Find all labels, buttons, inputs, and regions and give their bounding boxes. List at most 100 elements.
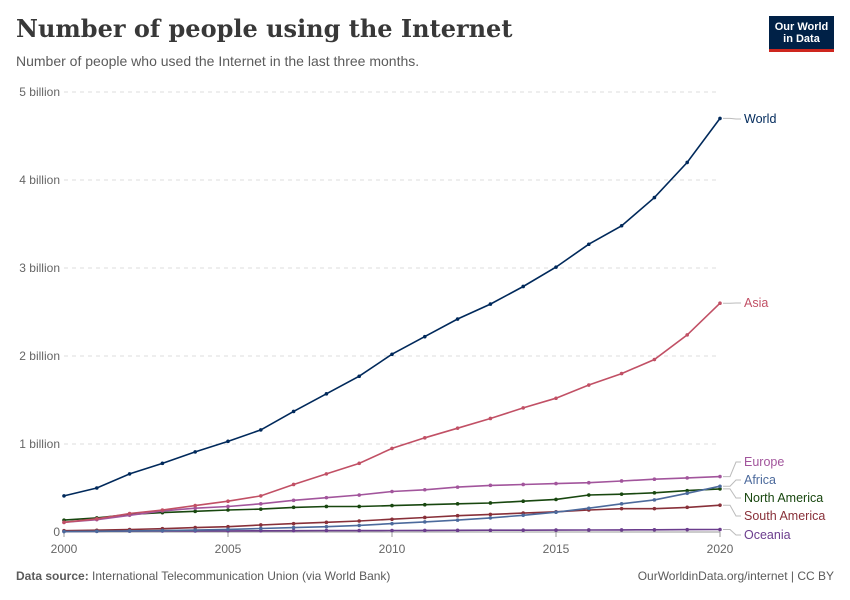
data-point-world[interactable]	[160, 461, 165, 466]
data-point-europe[interactable]	[587, 480, 591, 485]
data-point-africa[interactable]	[423, 520, 427, 524]
data-point-asia[interactable]	[193, 503, 197, 508]
data-point-africa[interactable]	[62, 529, 66, 534]
data-point-africa[interactable]	[685, 491, 689, 496]
data-point-south-america[interactable]	[291, 521, 296, 526]
series-label-asia[interactable]: Asia	[744, 296, 768, 310]
data-point-north-america[interactable]	[324, 504, 329, 509]
data-point-europe[interactable]	[652, 477, 657, 482]
data-point-south-america[interactable]	[652, 506, 657, 511]
footer-link[interactable]: OurWorldinData.org/internet | CC BY	[637, 569, 834, 583]
data-point-europe[interactable]	[357, 493, 362, 497]
data-point-europe[interactable]	[619, 479, 624, 483]
data-point-world[interactable]	[259, 428, 263, 432]
data-point-europe[interactable]	[718, 474, 722, 479]
data-point-europe[interactable]	[521, 482, 525, 487]
data-point-north-america[interactable]	[259, 507, 263, 511]
data-point-south-america[interactable]	[193, 525, 197, 530]
data-point-south-america[interactable]	[455, 513, 460, 518]
data-point-africa[interactable]	[324, 524, 329, 529]
series-label-oceania[interactable]: Oceania	[744, 528, 791, 542]
data-point-north-america[interactable]	[587, 493, 591, 497]
data-point-asia[interactable]	[455, 426, 460, 430]
data-point-north-america[interactable]	[390, 503, 394, 508]
data-point-oceania[interactable]	[291, 528, 296, 533]
data-point-north-america[interactable]	[193, 509, 197, 514]
data-point-north-america[interactable]	[357, 504, 362, 509]
data-point-south-america[interactable]	[324, 520, 329, 525]
data-point-asia[interactable]	[619, 371, 624, 376]
data-point-africa[interactable]	[291, 525, 296, 530]
data-point-north-america[interactable]	[619, 492, 624, 496]
data-point-africa[interactable]	[390, 521, 394, 526]
data-point-asia[interactable]	[127, 511, 132, 516]
data-point-asia[interactable]	[652, 357, 657, 362]
data-point-africa[interactable]	[554, 510, 558, 514]
data-point-asia[interactable]	[324, 472, 329, 476]
data-point-europe[interactable]	[226, 504, 230, 509]
data-point-oceania[interactable]	[324, 528, 329, 533]
data-point-north-america[interactable]	[226, 508, 230, 512]
data-point-asia[interactable]	[521, 406, 525, 410]
data-point-world[interactable]	[127, 472, 132, 476]
data-point-south-america[interactable]	[423, 515, 427, 520]
data-point-world[interactable]	[685, 160, 689, 165]
data-point-world[interactable]	[455, 317, 460, 321]
data-point-world[interactable]	[357, 374, 362, 379]
data-point-africa[interactable]	[95, 529, 99, 534]
data-point-europe[interactable]	[390, 489, 394, 494]
data-point-world[interactable]	[652, 195, 657, 200]
data-point-world[interactable]	[193, 450, 197, 454]
data-point-africa[interactable]	[488, 516, 493, 520]
data-point-africa[interactable]	[193, 528, 197, 532]
data-point-europe[interactable]	[291, 498, 296, 503]
data-point-africa[interactable]	[652, 498, 657, 502]
data-point-south-america[interactable]	[619, 506, 624, 511]
data-point-africa[interactable]	[521, 513, 525, 518]
data-point-asia[interactable]	[488, 416, 493, 421]
data-point-south-america[interactable]	[685, 505, 689, 510]
data-point-africa[interactable]	[259, 526, 263, 531]
data-point-asia[interactable]	[62, 520, 66, 525]
data-point-africa[interactable]	[619, 502, 624, 506]
data-point-world[interactable]	[95, 486, 99, 490]
data-point-world[interactable]	[587, 242, 591, 247]
data-point-asia[interactable]	[259, 494, 263, 498]
data-point-asia[interactable]	[685, 333, 689, 337]
data-point-south-america[interactable]	[488, 512, 493, 517]
data-point-world[interactable]	[521, 284, 525, 289]
data-point-asia[interactable]	[718, 301, 722, 306]
data-point-asia[interactable]	[390, 446, 394, 451]
data-point-north-america[interactable]	[423, 502, 427, 507]
data-point-oceania[interactable]	[587, 528, 591, 532]
data-point-asia[interactable]	[226, 499, 230, 504]
data-point-oceania[interactable]	[554, 528, 558, 532]
data-point-oceania[interactable]	[652, 528, 657, 532]
data-point-world[interactable]	[62, 494, 66, 498]
data-point-europe[interactable]	[259, 502, 263, 506]
data-point-north-america[interactable]	[652, 491, 657, 495]
series-line-europe[interactable]	[63, 475, 721, 524]
data-point-africa[interactable]	[718, 484, 722, 489]
data-point-world[interactable]	[291, 409, 296, 414]
data-point-north-america[interactable]	[685, 488, 689, 493]
owid-logo[interactable]: Our World in Data	[769, 16, 834, 52]
data-point-europe[interactable]	[324, 495, 329, 500]
data-point-south-america[interactable]	[357, 519, 362, 523]
series-line-world[interactable]	[63, 117, 721, 497]
series-line-asia[interactable]	[63, 302, 721, 524]
data-point-world[interactable]	[718, 116, 722, 121]
data-point-asia[interactable]	[423, 436, 427, 440]
data-point-africa[interactable]	[455, 518, 460, 522]
data-point-africa[interactable]	[226, 527, 230, 532]
data-point-north-america[interactable]	[718, 487, 722, 491]
data-point-world[interactable]	[554, 265, 558, 269]
data-point-oceania[interactable]	[685, 527, 689, 532]
data-point-north-america[interactable]	[554, 497, 558, 502]
data-point-africa[interactable]	[160, 528, 165, 533]
data-point-asia[interactable]	[554, 396, 558, 401]
data-point-north-america[interactable]	[488, 501, 493, 505]
data-point-north-america[interactable]	[455, 502, 460, 506]
data-point-north-america[interactable]	[521, 499, 525, 504]
data-point-south-america[interactable]	[226, 524, 230, 529]
